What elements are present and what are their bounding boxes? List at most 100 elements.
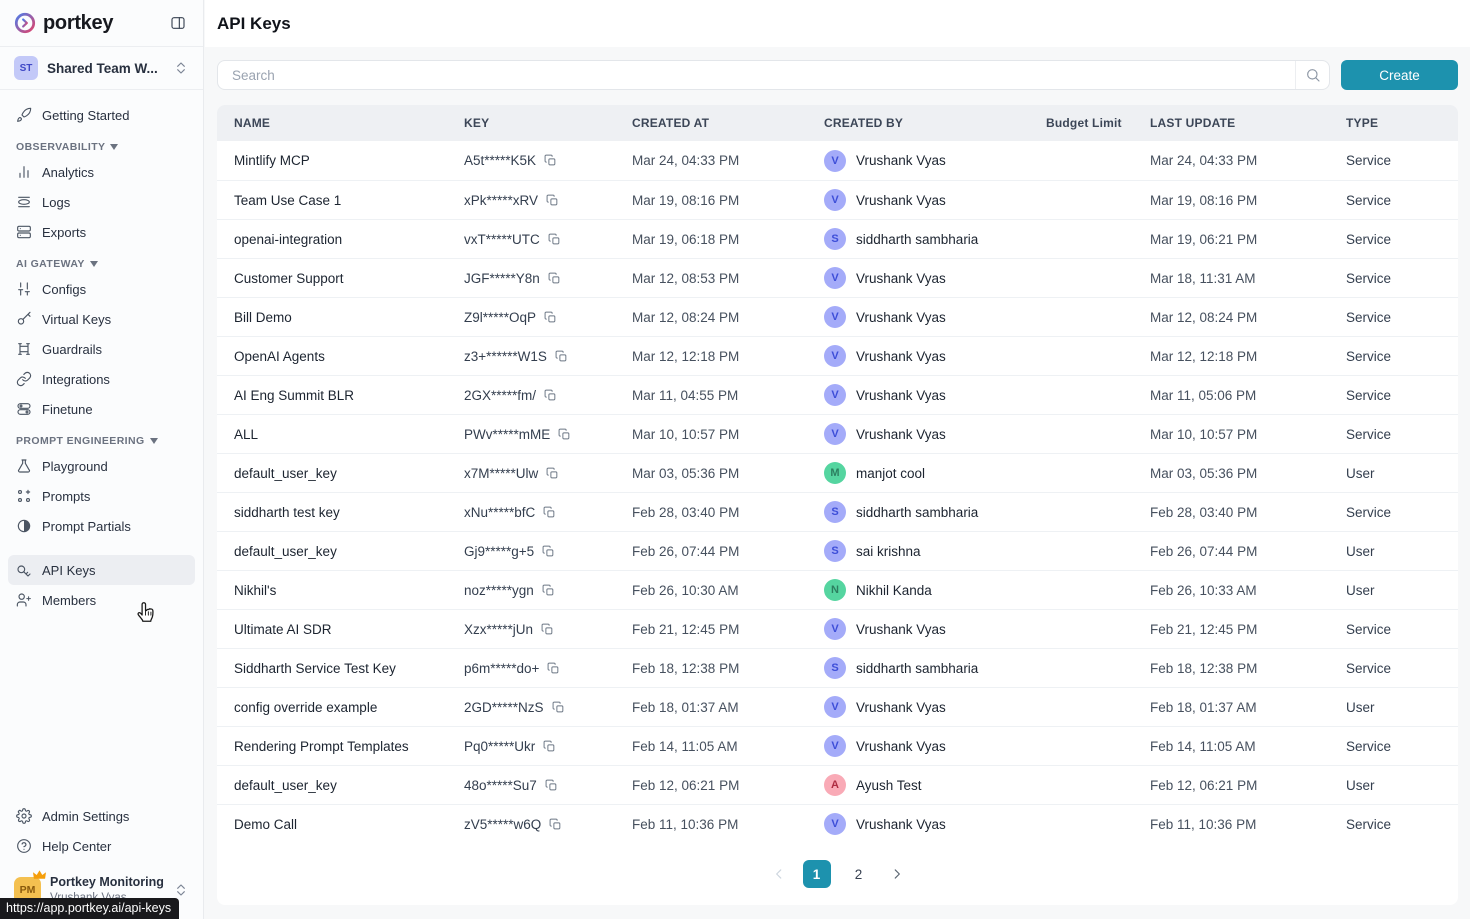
copy-icon[interactable] [548, 272, 561, 285]
sidebar-item-integrations[interactable]: Integrations [8, 364, 195, 394]
sidebar-item-getting-started[interactable]: Getting Started [8, 100, 195, 130]
section-ai-gateway[interactable]: AI GATEWAY [16, 258, 195, 270]
avatar: V [824, 813, 846, 835]
copy-icon[interactable] [552, 701, 565, 714]
table-row[interactable]: Bill Demo Z9l*****OqP Mar 12, 08:24 PM V… [217, 297, 1458, 336]
table-row[interactable]: default_user_key x7M*****Ulw Mar 03, 05:… [217, 453, 1458, 492]
chevron-updown-icon [177, 62, 185, 74]
pagination-prev-button[interactable] [769, 864, 789, 884]
workspace-avatar: ST [14, 56, 38, 80]
table-row[interactable]: Siddharth Service Test Key p6m*****do+ F… [217, 648, 1458, 687]
sidebar-item-help-center[interactable]: Help Center [8, 831, 195, 861]
sidebar-item-guardrails[interactable]: Guardrails [8, 334, 195, 364]
sidebar-item-label: Exports [42, 224, 87, 240]
copy-icon[interactable] [558, 428, 571, 441]
pagination-page-2[interactable]: 2 [854, 866, 863, 882]
copy-icon[interactable] [546, 467, 559, 480]
key-type: User [1346, 582, 1375, 598]
avatar: M [824, 462, 846, 484]
key-type: User [1346, 465, 1375, 481]
avatar: V [824, 423, 846, 445]
sidebar-item-prompts[interactable]: Prompts [8, 481, 195, 511]
search-input[interactable] [218, 61, 1295, 89]
sidebar-item-api-keys[interactable]: API Keys [8, 555, 195, 585]
pagination-next-button[interactable] [887, 864, 907, 884]
created-by-name: Vrushank Vyas [856, 192, 946, 208]
table-row[interactable]: Demo Call zV5*****w6Q Feb 11, 10:36 PM V… [217, 804, 1458, 843]
avatar: V [824, 345, 846, 367]
chevron-updown-icon [177, 884, 185, 896]
section-prompt-engineering[interactable]: PROMPT ENGINEERING [16, 435, 195, 447]
key-type: Service [1346, 270, 1392, 286]
copy-icon[interactable] [547, 662, 560, 675]
sidebar-item-analytics[interactable]: Analytics [8, 157, 195, 187]
table-row[interactable]: AI Eng Summit BLR 2GX*****fm/ Mar 11, 04… [217, 375, 1458, 414]
copy-icon[interactable] [546, 194, 559, 207]
sidebar-collapse-button[interactable] [167, 12, 189, 34]
search-button[interactable] [1295, 61, 1329, 89]
table-row[interactable]: default_user_key Gj9*****g+5 Feb 26, 07:… [217, 531, 1458, 570]
sidebar-item-playground[interactable]: Playground [8, 451, 195, 481]
last-update: Mar 19, 08:16 PM [1150, 192, 1258, 208]
last-update: Mar 12, 08:24 PM [1150, 309, 1258, 325]
sidebar-item-virtual-keys[interactable]: Virtual Keys [8, 304, 195, 334]
sidebar-item-prompt-partials[interactable]: Prompt Partials [8, 511, 195, 541]
sidebar-item-label: Integrations [42, 371, 110, 387]
sidebar-item-label: Configs [42, 281, 87, 297]
table-row[interactable]: openai-integration vxT*****UTC Mar 19, 0… [217, 219, 1458, 258]
table-row[interactable]: Rendering Prompt Templates Pq0*****Ukr F… [217, 726, 1458, 765]
created-at: Mar 12, 08:24 PM [632, 309, 740, 325]
section-observability[interactable]: OBSERVABILITY [16, 141, 195, 153]
avatar: S [824, 657, 846, 679]
guardrails-icon [18, 343, 30, 355]
created-by-name: manjot cool [856, 465, 926, 481]
table-row[interactable]: Ultimate AI SDR Xzx*****jUn Feb 21, 12:4… [217, 609, 1458, 648]
copy-icon[interactable] [555, 350, 568, 363]
masked-key: Gj9*****g+5 [464, 543, 535, 559]
copy-icon[interactable] [548, 233, 561, 246]
masked-key: 2GD*****NzS [464, 699, 544, 715]
table-row[interactable]: Mintlify MCP A5t*****K5K Mar 24, 04:33 P… [217, 141, 1458, 180]
sidebar-item-configs[interactable]: Configs [8, 274, 195, 304]
section-label-text: PROMPT ENGINEERING [16, 435, 145, 447]
flask-icon [17, 459, 31, 473]
sidebar-item-members[interactable]: Members [8, 585, 195, 615]
sidebar-item-finetune[interactable]: Finetune [8, 394, 195, 424]
last-update: Feb 21, 12:45 PM [1150, 621, 1258, 637]
copy-icon[interactable] [541, 623, 554, 636]
table-row[interactable]: config override example 2GD*****NzS Feb … [217, 687, 1458, 726]
account-org-name: Portkey Monitoring [50, 875, 164, 889]
table-row[interactable]: Team Use Case 1 xPk*****xRV Mar 19, 08:1… [217, 180, 1458, 219]
table-row[interactable]: default_user_key 48o*****Su7 Feb 12, 06:… [217, 765, 1458, 804]
workspace-selector[interactable]: ST Shared Team W... [0, 46, 203, 90]
copy-icon[interactable] [543, 740, 556, 753]
pagination-page-1[interactable]: 1 [802, 860, 831, 888]
copy-icon[interactable] [545, 779, 558, 792]
create-button[interactable]: Create [1341, 60, 1458, 90]
created-by-name: siddharth sambharia [856, 660, 979, 676]
table-row[interactable]: OpenAI Agents z3+******W1S Mar 12, 12:18… [217, 336, 1458, 375]
last-update: Mar 12, 12:18 PM [1150, 348, 1258, 364]
sidebar-item-exports[interactable]: Exports [8, 217, 195, 247]
app-name: portkey [43, 11, 114, 34]
copy-icon[interactable] [544, 389, 557, 402]
table-row[interactable]: siddharth test key xNu*****bfC Feb 28, 0… [217, 492, 1458, 531]
sidebar-item-admin-settings[interactable]: Admin Settings [8, 801, 195, 831]
copy-icon[interactable] [542, 545, 555, 558]
copy-icon[interactable] [549, 818, 562, 831]
key-icon [17, 311, 31, 325]
table-row[interactable]: ALL PWv*****mME Mar 10, 10:57 PM V Vrush… [217, 414, 1458, 453]
table-row[interactable]: Customer Support JGF*****Y8n Mar 12, 08:… [217, 258, 1458, 297]
created-at: Mar 19, 08:16 PM [632, 192, 740, 208]
masked-key: 48o*****Su7 [464, 777, 537, 793]
sidebar-item-logs[interactable]: Logs [8, 187, 195, 217]
copy-icon[interactable] [544, 311, 557, 324]
copy-icon[interactable] [544, 154, 557, 167]
copy-icon[interactable] [543, 506, 556, 519]
created-at: Feb 12, 06:21 PM [632, 777, 740, 793]
avatar: S [824, 540, 846, 562]
copy-icon[interactable] [542, 584, 555, 597]
chevron-left-icon [775, 869, 781, 879]
last-update: Feb 12, 06:21 PM [1150, 777, 1258, 793]
table-row[interactable]: Nikhil's noz*****ygn Feb 26, 10:30 AM N … [217, 570, 1458, 609]
